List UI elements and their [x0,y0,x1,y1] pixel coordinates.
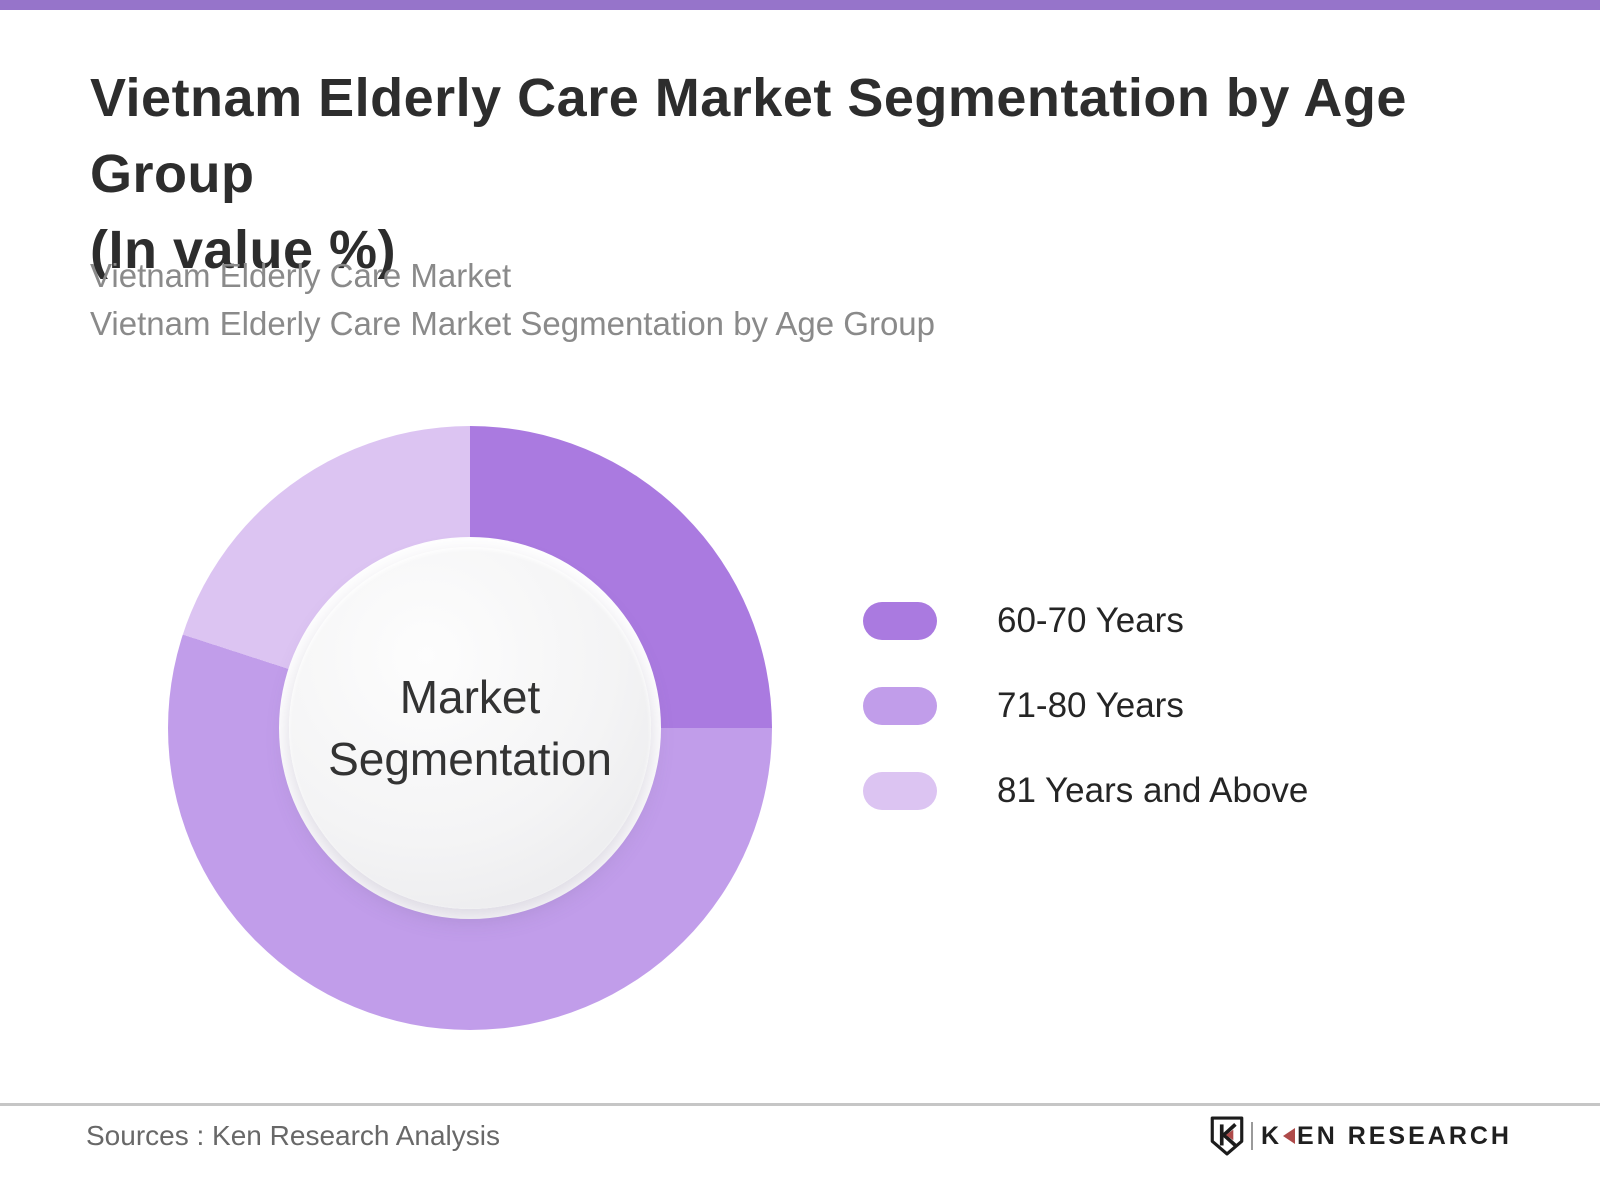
footer-divider [0,1103,1600,1106]
legend-swatch-icon [863,772,937,810]
shield-k-icon [1210,1116,1244,1156]
subtitle-line2: Vietnam Elderly Care Market Segmentation… [90,305,935,342]
sources-note: Sources : Ken Research Analysis [86,1120,500,1151]
legend-swatch-icon [863,687,937,725]
logo-separator [1250,1122,1253,1150]
legend-item-81-above: 81 Years and Above [863,771,1309,810]
page-title: Vietnam Elderly Care Market Segmentation… [90,60,1540,288]
legend-swatch-icon [863,602,937,640]
legend-item-60-70: 60-70 Years [863,601,1308,640]
logo-wordmark: K EN RESEARCH [1261,1122,1512,1151]
center-label-line1: Market [399,671,541,723]
page-title-line1: Vietnam Elderly Care Market Segmentation… [90,68,1407,204]
logo-wordmark-rest: EN RESEARCH [1297,1121,1512,1150]
page-title-line2: (In value %) [90,220,397,280]
donut-chart: Market Segmentation [168,426,772,1030]
donut-center-disc: Market Segmentation [289,547,651,909]
center-label-line2: Segmentation [328,733,612,785]
logo-wordmark-k: K [1260,1121,1283,1150]
logo-arrow-icon [1283,1128,1296,1144]
chart-legend: 60-70 Years 71-80 Years 81 Years and Abo… [863,601,1309,857]
ken-research-logo: K EN RESEARCH [1209,1116,1512,1156]
top-accent-bar [0,0,1600,10]
legend-label: 81 Years and Above [997,771,1309,810]
legend-label: 71-80 Years [997,686,1184,725]
legend-item-71-80: 71-80 Years [863,686,1308,725]
donut-center-label: Market Segmentation [328,666,612,790]
subtitle-line1: Vietnam Elderly Care Market [90,257,512,294]
page-subtitle: Vietnam Elderly Care Market Vietnam Elde… [90,252,1290,348]
donut-hole: Market Segmentation [279,537,661,919]
legend-label: 60-70 Years [997,601,1184,640]
